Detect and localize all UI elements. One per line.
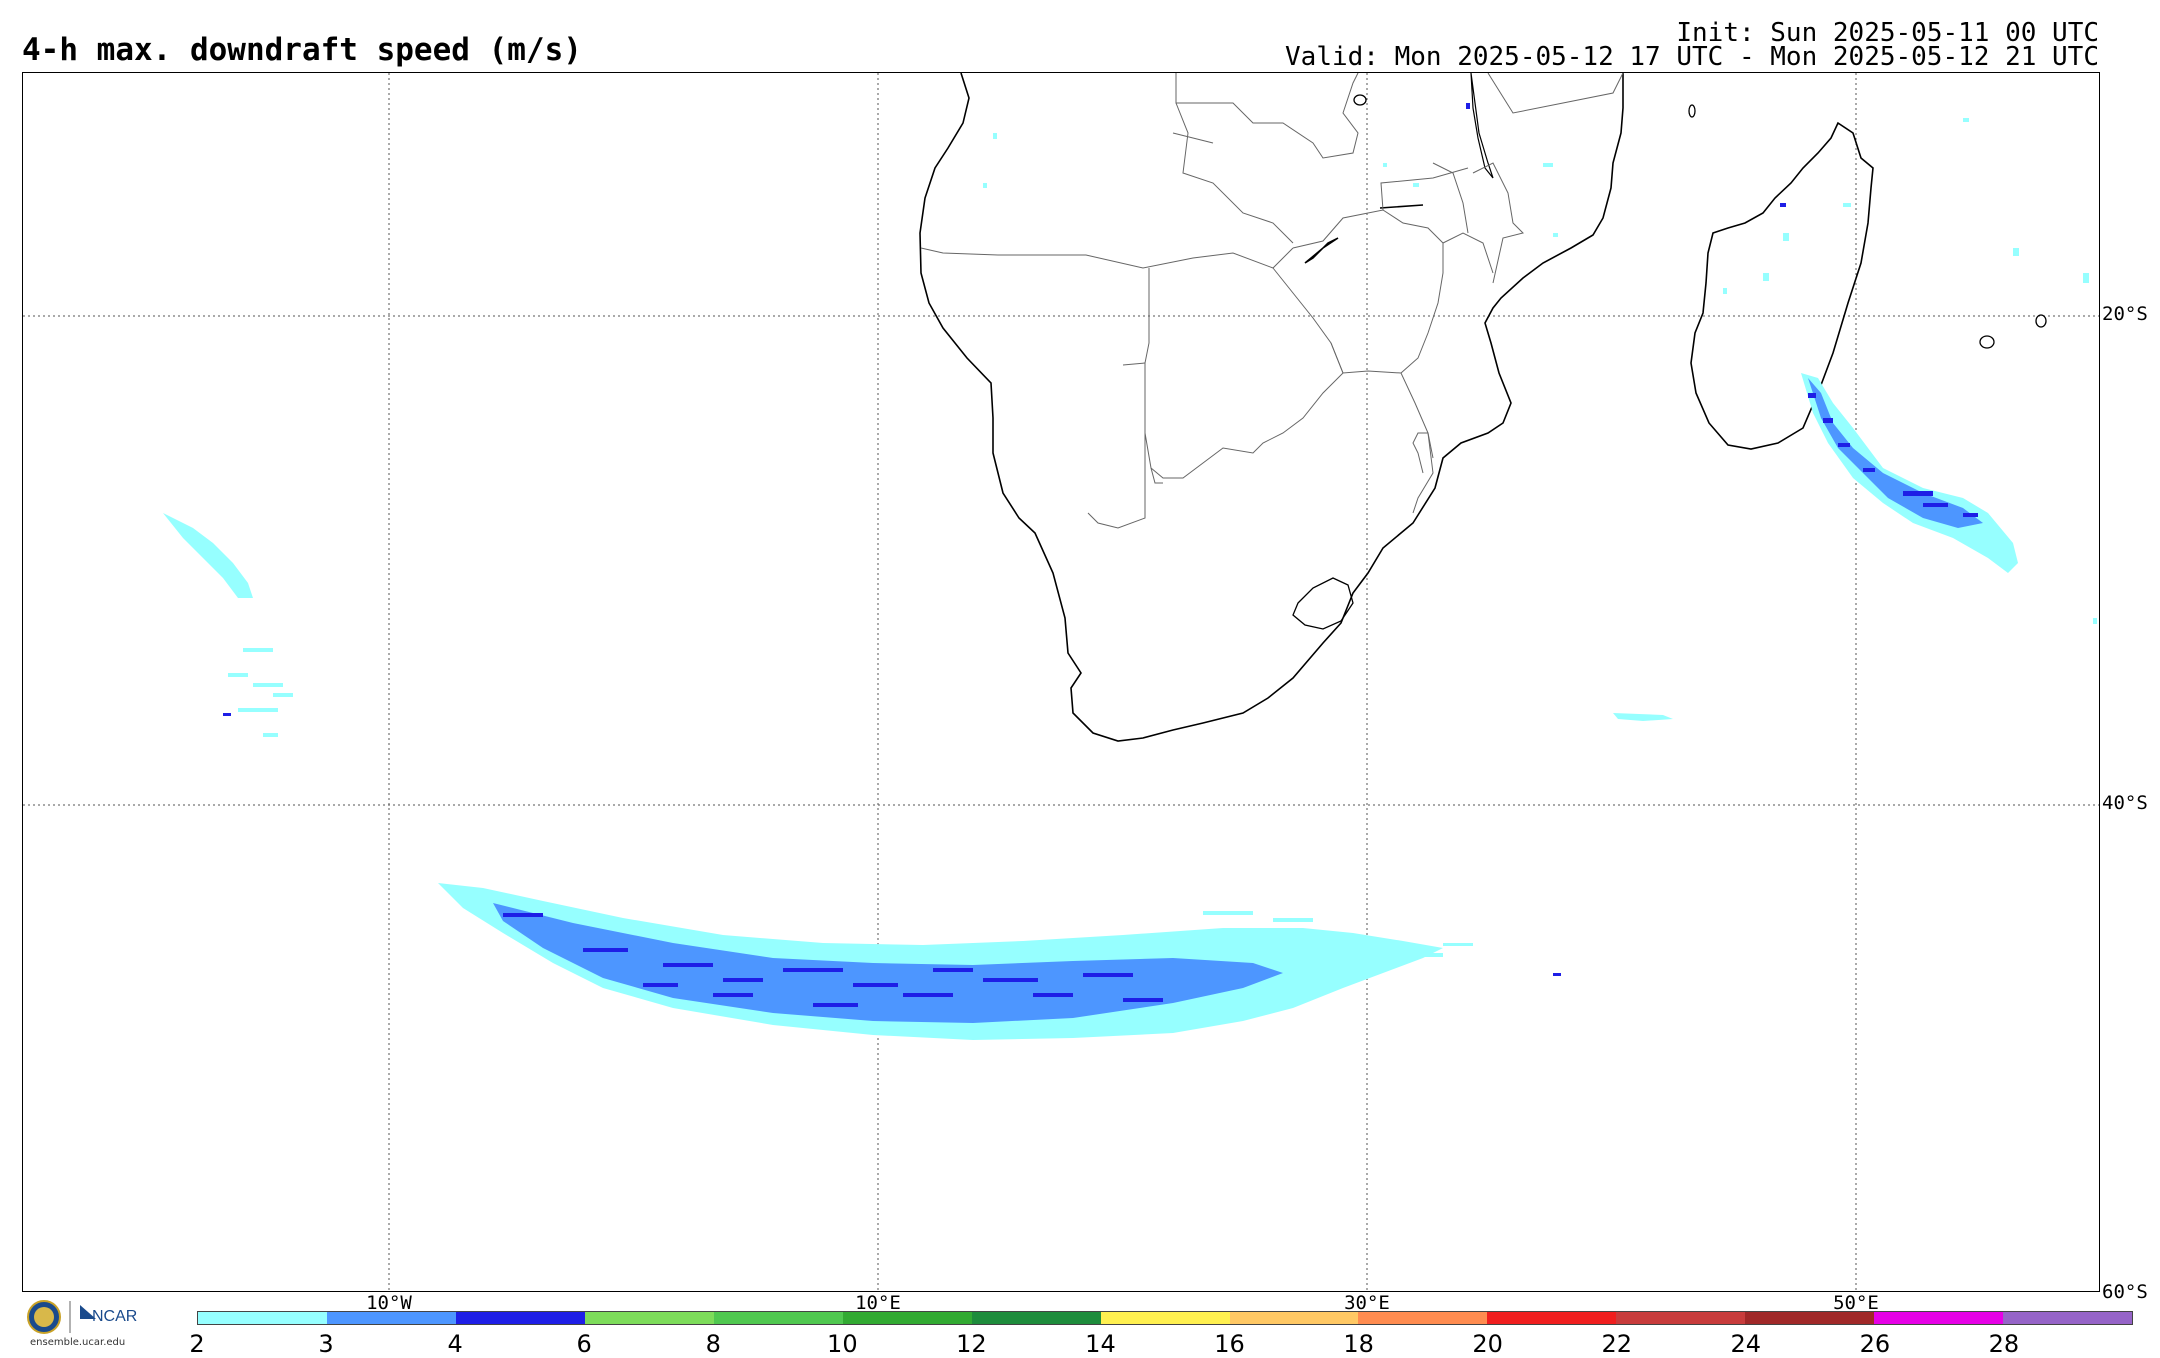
lake-kariba [1304,204,1424,264]
lesotho-border [1292,577,1354,630]
colorbar-segment [971,1312,1101,1324]
colorbar [197,1311,2133,1325]
colorbar-segment [1874,1312,2004,1324]
colorbar-segment [2003,1312,2133,1324]
colorbar-segment [842,1312,972,1324]
logo-ncar-text: NCAR [92,1308,137,1325]
map-panel[interactable] [22,72,2100,1292]
island-comoros [1688,104,1696,118]
island-lake [1353,94,1367,106]
colorbar-tick-label: 8 [705,1330,721,1358]
colorbar-segment [584,1312,714,1324]
lon-label-50e: 50°E [1833,1292,1879,1314]
downdraft-madagascar [1801,373,2018,573]
island-mauritius [1979,335,1995,349]
colorbar-tick-label: 22 [1601,1330,1632,1358]
lon-label-10w: 10°W [366,1292,412,1314]
lat-label-20s: 20°S [2102,303,2148,325]
init-time: Init: Sun 2025-05-11 00 UTC [1676,18,2099,48]
colorbar-tick-label: 28 [1988,1330,2020,1358]
colorbar-tick-label: 18 [1343,1330,1374,1358]
colorbar-tick-label: 26 [1859,1330,1891,1358]
map-title: 4-h max. downdraft speed (m/s) [22,32,582,68]
colorbar-tick-label: 2 [189,1330,205,1358]
lon-label-10e: 10°E [855,1292,901,1314]
country-borders [920,73,1624,529]
island-reunion [2035,314,2047,328]
colorbar-tick-label: 3 [318,1330,334,1358]
lake-malawi [1470,73,1494,179]
lon-label-30e: 30°E [1344,1292,1390,1314]
lat-label-40s: 40°S [2102,792,2148,814]
colorbar-segment [326,1312,456,1324]
colorbar-segment [1487,1312,1617,1324]
colorbar-segment [713,1312,843,1324]
colorbar-segment [455,1312,585,1324]
colorbar-tick-label: 6 [576,1330,592,1358]
colorbar-tick-label: 12 [956,1330,987,1358]
colorbar-segment [1745,1312,1875,1324]
colorbar-segment [198,1312,327,1324]
colorbar-tick-label: 16 [1214,1330,1245,1358]
colorbar-tick-label: 20 [1472,1330,1503,1358]
colorbar-segment [1100,1312,1230,1324]
downdraft-scattered [163,118,2097,737]
africa-coastline [919,73,1624,742]
logo-url: ensemble.ucar.edu [30,1337,126,1348]
colorbar-tick-label: 4 [447,1330,463,1358]
colorbar-tick-label: 14 [1085,1330,1116,1358]
colorbar-segment [1616,1312,1746,1324]
colorbar-tick-label: 24 [1730,1330,1762,1358]
valid-time: Valid: Mon 2025-05-12 17 UTC - Mon 2025-… [1285,42,2099,72]
colorbar-segment [1229,1312,1359,1324]
madagascar-coastline [1690,121,1874,450]
colorbar-segment [1358,1312,1488,1324]
downdraft-band-southern-ocean [438,883,1561,1040]
gridlines [23,73,2099,1291]
nsf-ncar-logo: NCAR [27,1300,137,1334]
colorbar-tick-label: 10 [827,1330,858,1358]
lat-label-60s: 60°S [2102,1281,2148,1303]
